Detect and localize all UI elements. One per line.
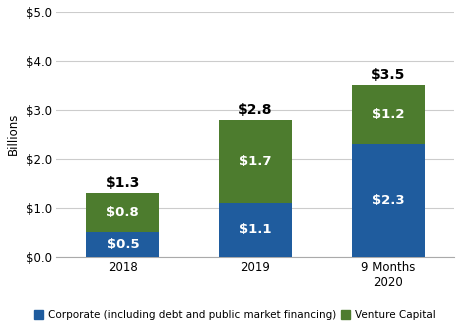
Text: $1.2: $1.2 — [371, 108, 404, 121]
Text: $1.7: $1.7 — [239, 155, 271, 168]
Text: $0.8: $0.8 — [106, 206, 139, 219]
Text: $2.3: $2.3 — [371, 194, 404, 207]
Bar — [218, 203, 291, 257]
Y-axis label: Billions: Billions — [7, 113, 20, 156]
Bar — [351, 144, 424, 257]
Text: $2.8: $2.8 — [238, 103, 272, 117]
Text: $1.3: $1.3 — [105, 176, 140, 190]
Bar — [86, 232, 159, 257]
Bar — [86, 193, 159, 232]
Text: $1.1: $1.1 — [239, 223, 271, 236]
Legend: Corporate (including debt and public market financing), Venture Capital: Corporate (including debt and public mar… — [30, 306, 438, 324]
Bar — [218, 120, 291, 203]
Bar — [351, 85, 424, 144]
Text: $3.5: $3.5 — [370, 68, 405, 82]
Text: $0.5: $0.5 — [106, 238, 139, 251]
